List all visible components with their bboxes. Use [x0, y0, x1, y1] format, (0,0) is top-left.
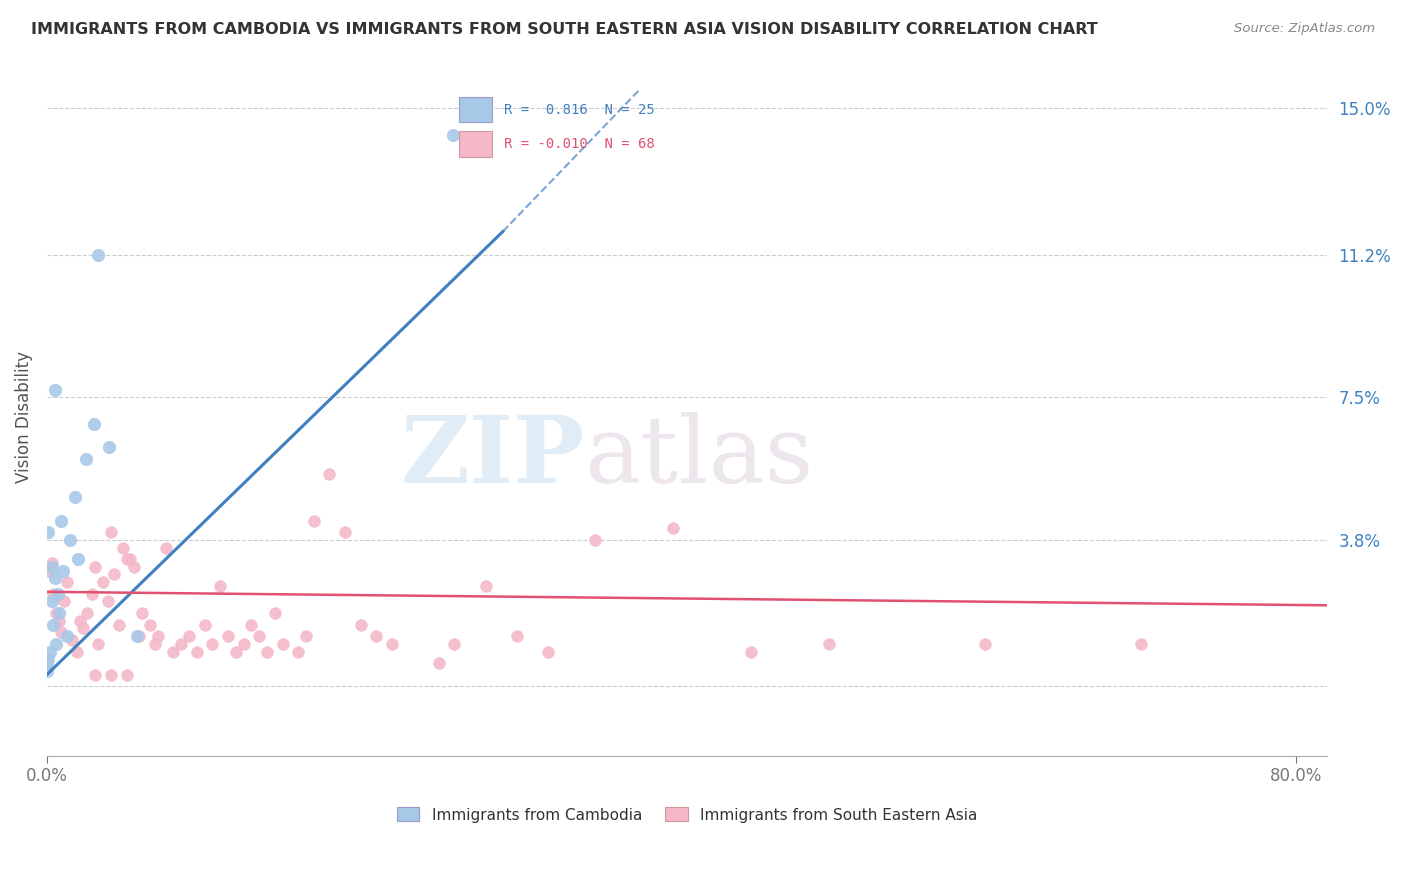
Point	[44, 571, 66, 585]
Point	[49, 514, 72, 528]
Point	[194, 617, 217, 632]
Point	[45, 637, 67, 651]
Point	[318, 467, 340, 482]
Point	[51, 564, 73, 578]
Point	[91, 575, 114, 590]
Point	[42, 617, 65, 632]
Point	[209, 579, 232, 593]
Point	[333, 525, 356, 540]
Legend: Immigrants from Cambodia, Immigrants from South Eastern Asia: Immigrants from Cambodia, Immigrants fro…	[396, 807, 977, 822]
Point	[83, 417, 105, 432]
Point	[103, 567, 125, 582]
Point	[75, 451, 97, 466]
Point	[100, 667, 122, 681]
Point	[59, 533, 82, 547]
Point	[143, 637, 166, 651]
Point	[53, 594, 76, 608]
Point	[740, 644, 762, 658]
Point	[56, 575, 79, 590]
Point	[107, 617, 129, 632]
Text: Source: ZipAtlas.com: Source: ZipAtlas.com	[1234, 22, 1375, 36]
Point	[350, 617, 373, 632]
Point	[240, 617, 263, 632]
Point	[537, 644, 560, 658]
Point	[41, 594, 63, 608]
Point	[217, 629, 239, 643]
Point	[271, 637, 294, 651]
Point	[201, 637, 224, 651]
Point	[100, 525, 122, 540]
Point	[84, 559, 107, 574]
Point	[69, 614, 91, 628]
Point	[263, 606, 285, 620]
Point	[37, 652, 59, 666]
Point	[49, 625, 72, 640]
Point	[72, 622, 94, 636]
Point	[177, 629, 200, 643]
Point	[662, 521, 685, 535]
Point	[98, 440, 121, 454]
Point	[441, 128, 464, 143]
Point	[37, 564, 59, 578]
Point	[818, 637, 841, 651]
Point	[366, 629, 388, 643]
Point	[232, 637, 254, 651]
Point	[115, 667, 138, 681]
Point	[39, 644, 62, 658]
Point	[139, 617, 162, 632]
Point	[44, 383, 66, 397]
Point	[295, 629, 318, 643]
Point	[381, 637, 404, 651]
Point	[128, 629, 150, 643]
Point	[225, 644, 247, 658]
Point	[112, 541, 135, 555]
Point	[1130, 637, 1153, 651]
Text: ZIP: ZIP	[401, 412, 585, 502]
Point	[87, 248, 110, 262]
Point	[443, 637, 465, 651]
Point	[256, 644, 278, 658]
Point	[48, 606, 70, 620]
Point	[131, 606, 153, 620]
Point	[67, 552, 90, 566]
Point	[506, 629, 529, 643]
Point	[41, 559, 63, 574]
Point	[118, 552, 141, 566]
Point	[37, 525, 59, 540]
Point	[170, 637, 193, 651]
Point	[65, 644, 87, 658]
Point	[46, 587, 69, 601]
Point	[162, 644, 184, 658]
Point	[427, 656, 450, 670]
Point	[84, 667, 107, 681]
Point	[155, 541, 177, 555]
Point	[42, 587, 65, 601]
Point	[287, 644, 309, 658]
Point	[115, 552, 138, 566]
Point	[247, 629, 270, 643]
Point	[60, 632, 83, 647]
Point	[127, 629, 149, 643]
Point	[186, 644, 208, 658]
Point	[76, 606, 98, 620]
Point	[302, 514, 325, 528]
Point	[45, 606, 67, 620]
Point	[583, 533, 606, 547]
Point	[146, 629, 169, 643]
Point	[87, 637, 110, 651]
Point	[82, 587, 104, 601]
Point	[35, 656, 58, 670]
Text: atlas: atlas	[585, 412, 814, 502]
Point	[41, 556, 63, 570]
Point	[97, 594, 120, 608]
Point	[124, 559, 146, 574]
Point	[35, 664, 58, 678]
Point	[63, 491, 86, 505]
Point	[56, 629, 79, 643]
Y-axis label: Vision Disability: Vision Disability	[15, 351, 32, 483]
Point	[474, 579, 496, 593]
Text: IMMIGRANTS FROM CAMBODIA VS IMMIGRANTS FROM SOUTH EASTERN ASIA VISION DISABILITY: IMMIGRANTS FROM CAMBODIA VS IMMIGRANTS F…	[31, 22, 1098, 37]
Point	[974, 637, 997, 651]
Point	[48, 614, 70, 628]
